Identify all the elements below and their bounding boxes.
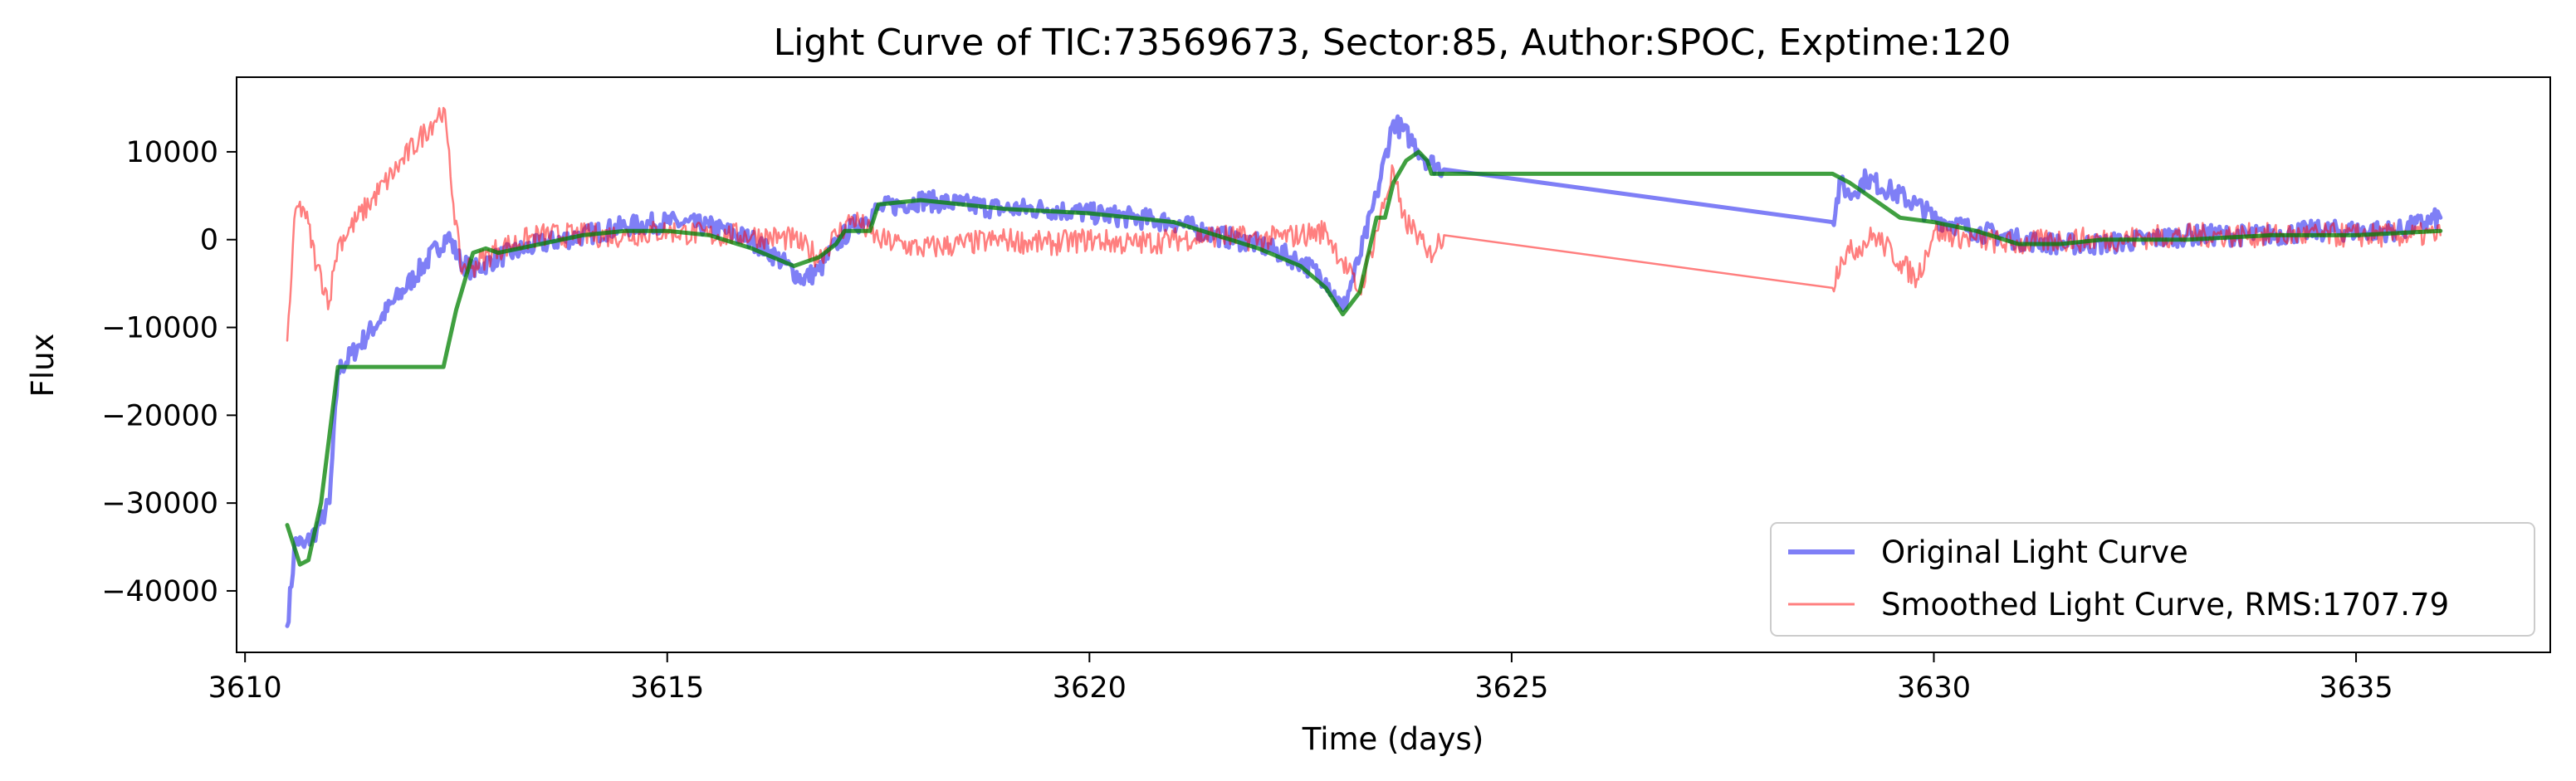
x-tick-label: 3635: [2319, 671, 2393, 705]
legend: Original Light Curve Smoothed Light Curv…: [1770, 522, 2535, 637]
series-line-trend: [285, 149, 2443, 567]
plot-frame: [236, 76, 2551, 653]
y-tick-label: −40000: [101, 575, 218, 608]
legend-label-original: Original Light Curve: [1881, 534, 2188, 570]
legend-box: [1770, 522, 2535, 637]
y-tick-label: −10000: [101, 312, 218, 345]
y-tick-label: 0: [200, 224, 218, 257]
series-line-smoothed-light-curve: [286, 106, 2442, 342]
x-tick-label: 3630: [1897, 671, 1971, 705]
series-layer: [285, 106, 2443, 628]
chart-title: Light Curve of TIC:73569673, Sector:85, …: [774, 22, 2011, 64]
x-tick-label: 3625: [1474, 671, 1548, 705]
x-axis: 3610 3615 3620 3625 3630 3635: [208, 652, 2393, 705]
y-axis: 10000 0 −10000 −20000 −30000 −40000: [101, 136, 237, 608]
x-tick-label: 3615: [630, 671, 704, 705]
legend-label-smoothed: Smoothed Light Curve, RMS:1707.79: [1881, 587, 2449, 622]
y-tick-label: 10000: [126, 136, 218, 169]
x-tick-label: 3620: [1053, 671, 1127, 705]
x-axis-label: Time (days): [1302, 721, 1484, 757]
x-tick-label: 3610: [208, 671, 282, 705]
y-tick-label: −20000: [101, 399, 218, 432]
y-axis-label: Flux: [25, 334, 61, 398]
series-line-original-light-curve: [285, 114, 2443, 628]
y-tick-label: −30000: [101, 487, 218, 520]
